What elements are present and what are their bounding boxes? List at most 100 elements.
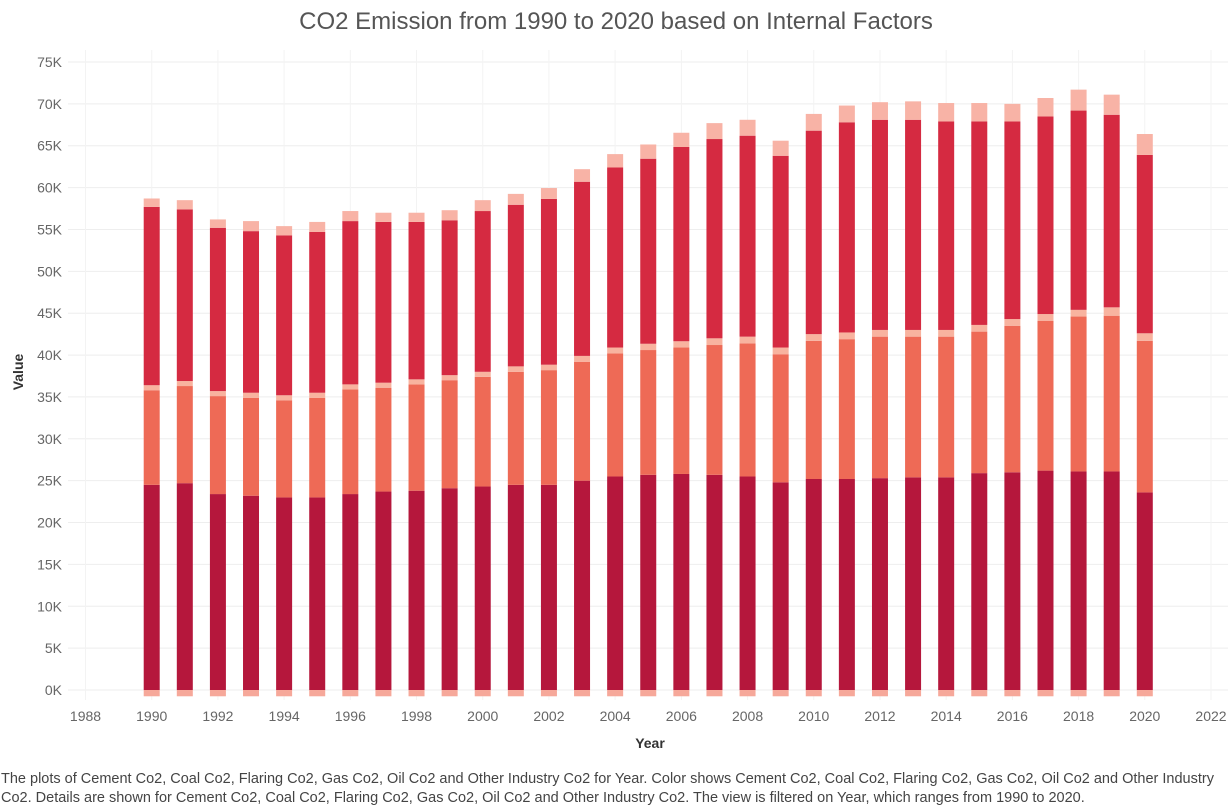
bar-segment-2011-s5: [838, 105, 855, 123]
x-tick-label: 1994: [269, 708, 300, 724]
bar-segment-2014-s0: [938, 690, 955, 697]
bar-segment-1991-s5: [176, 200, 193, 210]
bar-segment-1995-s5: [309, 221, 326, 232]
bar-segment-2000-s0: [474, 690, 491, 697]
bar-segment-2012-s3: [871, 329, 888, 337]
bar-segment-2018-s5: [1070, 89, 1087, 111]
bar-segment-1994-s4: [276, 235, 293, 396]
x-tick-label: 1996: [335, 708, 366, 724]
bar-segment-2016-s5: [1004, 103, 1021, 122]
bar-segment-2020-s1: [1136, 492, 1153, 690]
bar-segment-1995-s4: [309, 231, 326, 393]
bar-segment-2003-s5: [574, 169, 591, 182]
bar-segment-1994-s3: [276, 395, 293, 401]
bar-segment-1992-s4: [209, 227, 226, 392]
bar-segment-2005-s1: [640, 474, 657, 690]
bar-segment-2011-s3: [838, 332, 855, 340]
chart-caption: The plots of Cement Co2, Coal Co2, Flari…: [1, 771, 1214, 806]
bar-segment-2010-s4: [805, 130, 822, 335]
x-tick-label: 2008: [732, 708, 763, 724]
bar-segment-2002-s2: [540, 370, 557, 485]
bar-segment-1995-s0: [309, 690, 326, 697]
x-tick-label: 2012: [864, 708, 895, 724]
bar-segment-1991-s0: [176, 690, 193, 697]
bar-segment-2005-s3: [640, 343, 657, 351]
bar-segment-1996-s0: [342, 690, 359, 697]
bar-segment-1998-s1: [408, 490, 425, 690]
bar-segment-1993-s2: [243, 397, 260, 496]
bar-segment-2005-s5: [640, 144, 657, 159]
bar-segment-2010-s0: [805, 690, 822, 697]
bar-segment-2009-s3: [772, 347, 789, 355]
bar-segment-2001-s1: [507, 484, 524, 690]
y-tick-label: 70K: [37, 96, 63, 112]
bar-segment-1998-s2: [408, 384, 425, 491]
bar-segment-2005-s0: [640, 690, 657, 697]
bar-segment-2003-s0: [574, 690, 591, 697]
bar-segment-2000-s4: [474, 211, 491, 372]
bar-segment-2009-s1: [772, 482, 789, 690]
bar-segment-2018-s0: [1070, 690, 1087, 697]
bar-segment-1990-s1: [143, 484, 160, 690]
x-tick-label: 1988: [70, 708, 101, 724]
bar-segment-2008-s3: [739, 336, 756, 344]
bar-segment-2004-s0: [607, 690, 624, 697]
bar-segment-2019-s3: [1103, 307, 1120, 316]
bar-segment-2018-s1: [1070, 471, 1087, 690]
bar-segment-1997-s5: [375, 212, 392, 222]
bar-segment-2007-s3: [706, 338, 723, 346]
bar-segment-2016-s3: [1004, 319, 1021, 326]
bar-segment-1994-s5: [276, 226, 293, 236]
y-tick-label: 40K: [37, 347, 63, 363]
bar-segment-1995-s1: [309, 497, 326, 690]
bar-segment-1992-s0: [209, 690, 226, 697]
x-tick-label: 2014: [931, 708, 962, 724]
bar-segment-2019-s4: [1103, 114, 1120, 308]
bar-segment-1994-s0: [276, 690, 293, 697]
x-tick-label: 1992: [202, 708, 233, 724]
y-tick-label: 55K: [37, 221, 63, 237]
bar-segment-2000-s5: [474, 200, 491, 212]
bar-segment-1999-s1: [441, 488, 458, 690]
bar-segment-2012-s2: [871, 336, 888, 479]
bar-segment-2020-s2: [1136, 340, 1153, 493]
bar-segment-2002-s0: [540, 690, 557, 697]
y-tick-label: 5K: [45, 640, 63, 656]
bar-segment-2018-s4: [1070, 110, 1087, 310]
bar-segment-1991-s3: [176, 381, 193, 387]
y-tick-label: 35K: [37, 389, 63, 405]
x-tick-label: 1990: [136, 708, 167, 724]
bar-segment-1990-s5: [143, 198, 160, 207]
bar-segment-2010-s5: [805, 113, 822, 131]
bar-segment-2001-s4: [507, 204, 524, 367]
bar-segment-2015-s1: [971, 473, 988, 690]
bar-segment-2004-s1: [607, 476, 624, 690]
bar-segment-2020-s4: [1136, 154, 1153, 334]
bar-segment-2020-s3: [1136, 333, 1153, 341]
bar-segment-1992-s1: [209, 494, 226, 690]
x-tick-label: 2016: [997, 708, 1028, 724]
y-tick-label: 25K: [37, 473, 63, 489]
bar-segment-1991-s1: [176, 483, 193, 690]
bar-segment-2009-s2: [772, 354, 789, 483]
bar-segment-1993-s4: [243, 231, 260, 393]
bar-segment-2005-s2: [640, 350, 657, 475]
bar-segment-1990-s4: [143, 206, 160, 386]
y-tick-label: 30K: [37, 431, 63, 447]
y-tick-label: 75K: [37, 54, 63, 70]
y-tick-label: 0K: [45, 682, 63, 698]
bar-segment-1996-s1: [342, 494, 359, 690]
bar-segment-2002-s4: [540, 198, 557, 365]
bar-segment-2007-s2: [706, 345, 723, 475]
bar-segment-2014-s2: [938, 336, 955, 478]
x-tick-label: 2020: [1129, 708, 1160, 724]
bar-segment-2003-s1: [574, 480, 591, 690]
bar-segment-2016-s4: [1004, 121, 1021, 320]
bar-segment-1997-s2: [375, 387, 392, 492]
bar-segment-2005-s4: [640, 158, 657, 344]
bar-segment-1998-s4: [408, 221, 425, 380]
bar-segment-2000-s1: [474, 486, 491, 690]
y-tick-label: 60K: [37, 180, 63, 196]
bar-segment-2000-s2: [474, 376, 491, 487]
bar-segment-2004-s4: [607, 167, 624, 348]
